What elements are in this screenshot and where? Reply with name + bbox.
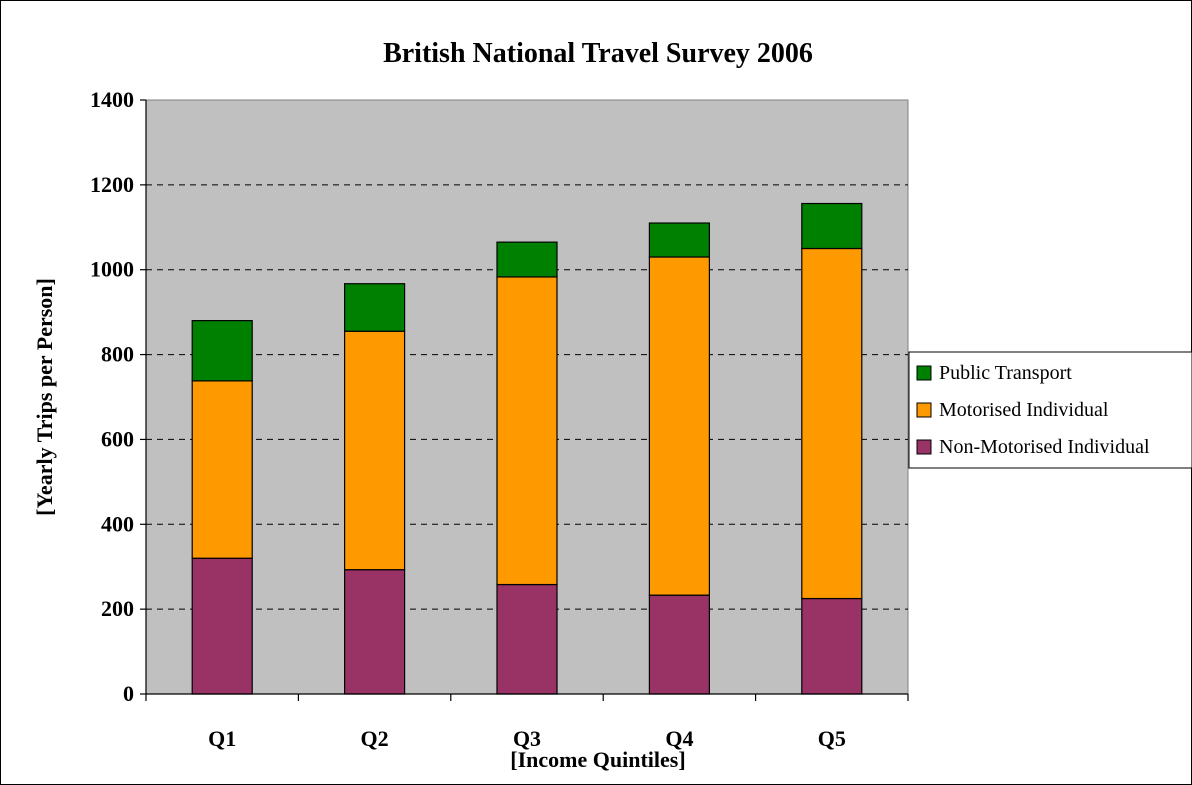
y-tick-label: 1200: [90, 172, 134, 197]
legend-label: Public Transport: [939, 362, 1072, 384]
x-tick-label: Q4: [665, 726, 693, 751]
bar-segment: [344, 283, 406, 332]
bar-segment: [496, 276, 558, 586]
bars: [191, 202, 863, 695]
y-tick-label: 1400: [90, 87, 134, 112]
y-tick-labels: 0 200 400 600 800 1000 1200 1400: [90, 87, 134, 706]
x-tick-label: Q5: [818, 726, 846, 751]
bar-segment: [648, 222, 711, 258]
bar-segment: [801, 597, 863, 695]
legend-swatch: [916, 402, 932, 418]
x-tick-label: Q2: [361, 726, 389, 751]
chart-title: British National Travel Survey 2006: [383, 38, 813, 69]
bar-segment: [191, 320, 253, 382]
bar-segment: [344, 569, 406, 695]
bar-segment: [801, 247, 863, 600]
legend-label: Non-Motorised Individual: [939, 436, 1150, 458]
y-tick-label: 600: [101, 426, 134, 451]
y-axis-title: [Yearly Trips per Person]: [32, 278, 57, 516]
y-tick-label: 0: [123, 681, 134, 706]
y-tick-label: 200: [101, 596, 134, 621]
bar-segment: [496, 241, 558, 278]
legend-swatch: [916, 439, 932, 455]
legend-box: [908, 351, 1192, 469]
legend: Public Transport Motorised Individual Non-…: [908, 351, 1192, 469]
y-tick-label: 400: [101, 511, 134, 536]
bar-segment: [648, 256, 711, 596]
x-tick-labels: Q1 Q2 Q3 Q4 Q5: [208, 726, 846, 751]
bar-segment: [191, 557, 253, 695]
bar-segment: [344, 330, 406, 571]
x-tick-label: Q3: [513, 726, 541, 751]
bar-segment: [496, 583, 558, 695]
legend-label: Motorised Individual: [939, 399, 1109, 421]
gridlines: [146, 184, 908, 610]
x-tick-label: Q1: [208, 726, 236, 751]
bar-segment: [801, 202, 863, 250]
legend-swatch: [916, 365, 932, 381]
x-axis-title: [Income Quintiles]: [510, 747, 685, 772]
y-tick-label: 800: [101, 342, 134, 367]
bar-segment: [191, 380, 253, 559]
axes: [140, 99, 909, 701]
bar-segment: [648, 594, 711, 695]
y-tick-label: 1000: [90, 257, 134, 282]
